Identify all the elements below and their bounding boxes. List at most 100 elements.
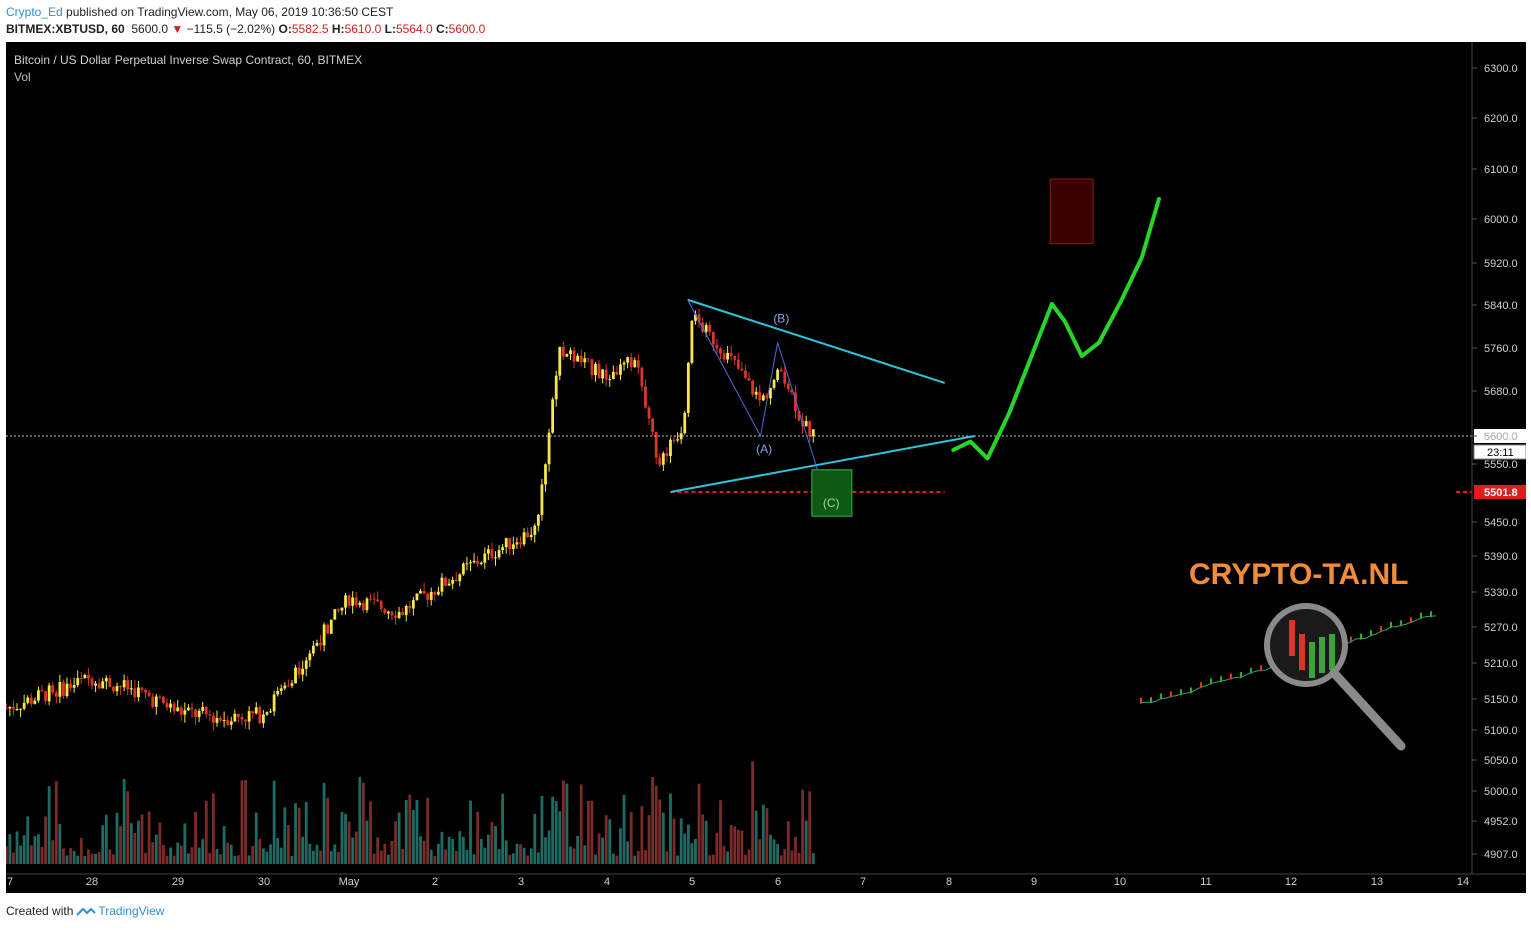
y-tick-label: 5330.0 [1484,587,1518,599]
volume-bar [394,821,397,864]
volume-bar [233,855,237,864]
author-link[interactable]: Crypto_Ed [6,5,63,19]
volume-bar [433,855,437,864]
volume-bar [19,845,22,864]
x-tick-label: 7 [860,876,866,888]
watermark-mini-candle [1240,672,1242,679]
volume-indicator-label: Vol [14,70,31,84]
volume-bar [515,843,519,864]
candle-body [265,712,269,715]
watermark-mini-candle [1390,621,1392,628]
candle-body [647,407,651,419]
candle-body [497,550,501,558]
volume-bar [451,838,455,864]
x-tick-label: 13 [1371,876,1383,888]
volume-bar [611,853,615,864]
candle-body [290,683,294,686]
candle-body [112,686,115,692]
high-value: 5610.0 [344,22,382,36]
x-tick-label: May [339,876,360,888]
candle-body [558,346,562,376]
x-tick-label: 8 [946,876,952,888]
volume-bar [604,815,608,864]
volume-bar [40,846,44,864]
chart-area[interactable]: Bitcoin / US Dollar Perpetual Inverse Sw… [6,42,1526,893]
candle-body [729,352,733,356]
volume-bar [122,778,126,864]
y-tick-label: 6200.0 [1484,113,1518,125]
candle-body [576,355,580,362]
candle-body [719,348,722,354]
support-price-label: 5501.8 [1484,487,1518,499]
candle-body [279,688,283,691]
volume-bar [69,848,72,864]
watermark-mini-candle [1200,682,1202,689]
watermark-mini-candle [1260,665,1262,672]
candle-body [344,595,347,608]
watermark-mini-candle [1210,678,1212,685]
y-tick-label: 6000.0 [1484,214,1518,226]
candle-body [708,325,712,332]
candle-body [294,667,297,684]
candle-body [219,717,222,721]
candle-body [426,593,430,600]
volume-bar [286,825,290,864]
magnifier-lens-icon [1264,603,1348,687]
candle-body [90,678,94,686]
x-tick-label: 28 [86,876,98,888]
candle-body [269,711,272,713]
candle-body [87,674,90,679]
volume-bar [29,845,33,864]
tradingview-link[interactable]: TradingView [98,904,165,918]
volume-bar [351,837,355,864]
candle-body [508,538,512,549]
volume-bar [90,853,94,864]
candle-body [804,421,808,427]
y-tick-label: 5000.0 [1484,786,1518,798]
volume-bar [519,844,522,864]
volume-bar [776,844,779,864]
candle-body [486,549,490,554]
candle-body [26,697,30,703]
candle-body [115,686,119,692]
price-chart[interactable]: Bitcoin / US Dollar Perpetual Inverse Sw… [6,42,1526,893]
volume-bar [679,818,683,864]
watermark-mini-candle [1150,697,1152,704]
volume-bar [772,839,776,864]
candle-body [58,682,62,697]
volume-bar [479,838,483,864]
watermark-mini-candle [1380,626,1382,633]
candle-body [40,690,44,692]
candle-body [736,359,740,369]
candle-body [208,714,212,716]
candle-body [62,682,65,696]
y-tick-label: 5450.0 [1484,517,1518,529]
candle-body [101,681,105,689]
candle-body [354,597,358,606]
candle-body [333,609,337,620]
candle-body [33,700,37,704]
candle-body [233,713,237,722]
volume-bar [15,831,19,864]
candle-body [162,696,165,703]
volume-bar [172,855,176,864]
volume-bar [97,852,101,864]
volume-bar [426,797,430,864]
candle-body [358,602,362,606]
volume-bar [644,850,647,864]
volume-bar [790,850,794,864]
candle-body [258,707,262,724]
volume-bar [151,842,155,864]
volume-bar [383,843,387,864]
volume-bar [497,849,501,864]
candle-body [761,395,765,401]
volume-bar [594,854,597,864]
x-tick-label: 6 [775,876,781,888]
candle-body [12,706,15,710]
candle-body [329,619,333,634]
candle-body [47,685,51,702]
volume-bar [369,801,372,864]
symbol-label: BITMEX:XBTUSD, 60 [6,22,125,36]
x-tick-label: 7 [7,876,13,888]
countdown-label: 23:11 [1487,447,1514,459]
